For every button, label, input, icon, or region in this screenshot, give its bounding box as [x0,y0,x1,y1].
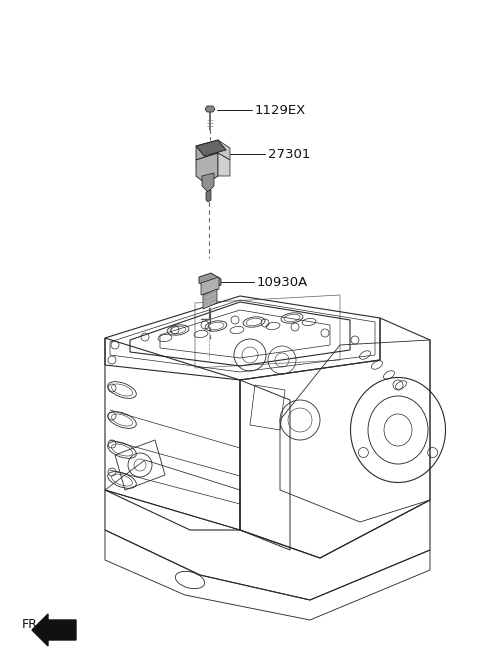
Polygon shape [218,153,230,176]
Polygon shape [196,140,226,156]
Text: FR.: FR. [22,617,41,630]
Polygon shape [196,140,218,160]
Polygon shape [203,289,217,309]
Text: 1129EX: 1129EX [255,104,306,117]
Polygon shape [199,273,221,289]
Polygon shape [32,614,76,646]
Polygon shape [205,106,215,112]
Polygon shape [201,277,219,295]
Polygon shape [206,190,211,202]
Text: 10930A: 10930A [257,276,308,289]
Text: 27301: 27301 [268,148,311,161]
Polygon shape [196,153,218,184]
Polygon shape [218,140,230,160]
Polygon shape [202,173,214,192]
